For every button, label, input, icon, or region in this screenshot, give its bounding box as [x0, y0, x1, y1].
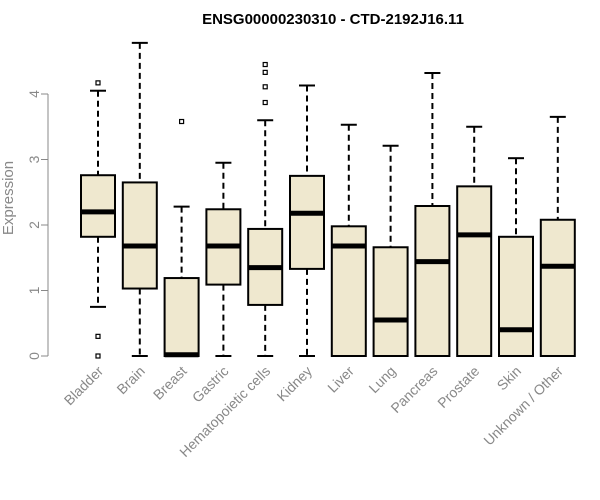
- outlier-point: [262, 69, 268, 75]
- outlier-point: [262, 61, 268, 68]
- box-iqr: [539, 218, 576, 357]
- box-kidney: [289, 84, 325, 357]
- box-iqr: [163, 277, 200, 357]
- box-unknown-other: [539, 115, 576, 357]
- box-iqr: [80, 174, 116, 238]
- x-tick-label: Brain: [113, 363, 147, 397]
- outlier-point: [95, 353, 101, 359]
- box-gastric: [205, 161, 242, 357]
- y-tick-label: 1: [26, 286, 42, 294]
- x-tick-label: Lung: [365, 363, 398, 396]
- y-tick-label: 2: [26, 221, 42, 229]
- outlier-point: [95, 333, 101, 339]
- box-lung: [372, 144, 409, 358]
- y-tick-label: 4: [26, 90, 42, 98]
- y-axis-label: Expression: [0, 161, 17, 235]
- chart-title: ENSG00000230310 - CTD-2192J16.11: [202, 11, 464, 28]
- outlier-point: [262, 99, 268, 106]
- x-tick-label: Unknown / Other: [480, 363, 566, 449]
- x-tick-label: Breast: [150, 363, 190, 403]
- x-tick-label: Skin: [494, 363, 525, 394]
- box-iqr: [498, 235, 534, 357]
- box-brain: [121, 41, 158, 357]
- box-series: [80, 41, 576, 359]
- box-iqr: [372, 246, 409, 358]
- box-bladder: [80, 80, 116, 359]
- y-axis: 0 1 2 3 4: [26, 90, 49, 360]
- x-tick-label: Prostate: [434, 363, 482, 411]
- box-liver: [330, 123, 367, 357]
- outlier-point: [262, 84, 268, 90]
- x-tick-label: Liver: [324, 363, 357, 396]
- box-iqr: [414, 205, 451, 357]
- x-tick-label: Bladder: [61, 363, 107, 409]
- box-iqr: [456, 185, 493, 357]
- box-iqr: [121, 181, 158, 290]
- outlier-point: [179, 118, 185, 125]
- outlier-point: [95, 80, 101, 86]
- y-tick-label: 3: [26, 155, 42, 163]
- y-tick-label: 0: [26, 352, 42, 360]
- box-skin: [498, 157, 534, 357]
- box-hematopoietic-cells: [247, 61, 284, 357]
- box-pancreas: [414, 72, 451, 357]
- x-tick-label: Kidney: [274, 363, 316, 405]
- box-prostate: [456, 125, 493, 357]
- box-breast: [163, 118, 200, 358]
- box-iqr: [289, 174, 325, 270]
